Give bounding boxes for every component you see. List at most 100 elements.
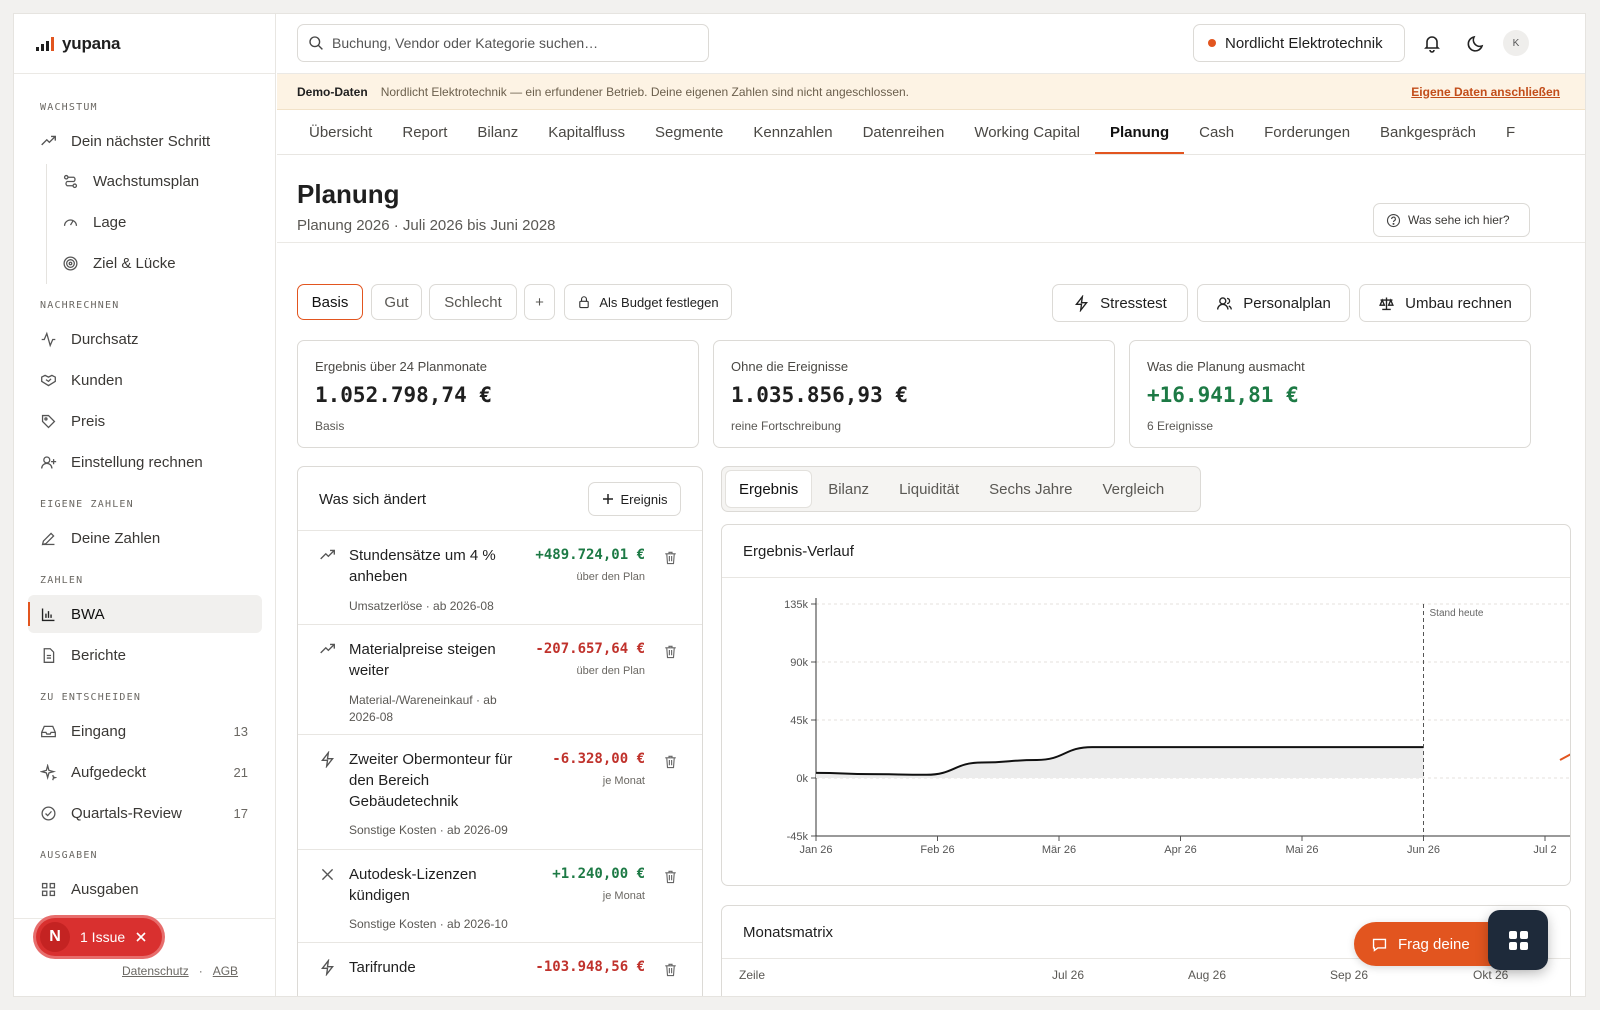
tab-forderungen[interactable]: Forderungen [1264,123,1351,141]
scenario-basis[interactable]: Basis [297,284,363,320]
chart-tab-vergleich[interactable]: Vergleich [1102,480,1165,498]
set-budget-button[interactable]: Als Budget festlegen [564,284,732,320]
sidebar-footer: Datenschutz · AGB N 1 Issue [14,918,276,996]
tab-datenreihen[interactable]: Datenreihen [862,123,945,141]
tab-working-capital[interactable]: Working Capital [974,123,1080,141]
sidebar: yupana WACHSTUM Dein nächster Schritt Wa… [14,14,276,996]
footer-link-agb[interactable]: AGB [212,964,239,978]
kpi-card-total: Ergebnis über 24 Planmonate 1.052.798,74… [297,340,699,448]
company-name: Nordlicht Elektrotechnik [1225,34,1383,52]
personalplan-button[interactable]: Personalplan [1197,284,1350,322]
add-event-button[interactable]: Ereignis [588,482,681,516]
tab-bankgespraech[interactable]: Bankgespräch [1380,123,1476,141]
sidebar-item-durchsatz[interactable]: Durchsatz [28,320,262,358]
close-icon[interactable] [135,931,147,943]
eingang-count: 13 [233,723,248,739]
sidebar-item-bwa[interactable]: BWA [28,595,262,633]
app-name: yupana [62,33,121,53]
trend-up-icon [320,549,335,560]
umbau-button[interactable]: Umbau rechnen [1359,284,1531,322]
sidebar-item-lage[interactable]: Lage [50,203,262,241]
chart-tab-liquiditaet[interactable]: Liquidität [899,480,960,498]
event-item[interactable]: Materialpreise steigen weiter Material-/… [298,625,702,735]
tab-cash[interactable]: Cash [1199,123,1235,141]
section-label-zu-entscheiden: ZU ENTSCHEIDEN [40,692,142,703]
quartals-count: 17 [233,805,248,821]
event-item[interactable]: Autodesk-Lizenzen kündigen Sonstige Kost… [298,850,702,943]
inbox-icon [41,725,56,737]
sidebar-item-aufgedeckt[interactable]: Aufgedeckt 21 [28,753,262,791]
x-tick-label: Jan 26 [799,844,832,856]
bell-icon[interactable] [1422,33,1442,53]
apps-grid-icon [1508,930,1528,950]
help-circle-icon [1386,213,1401,227]
tab-bilanz[interactable]: Bilanz [477,123,519,141]
search-input[interactable] [332,35,692,51]
matrix-column-header: Okt 26 [1473,968,1509,982]
add-event-label: Ereignis [620,491,668,507]
y-tick-label: 135k [784,599,808,611]
trash-icon[interactable] [663,644,678,659]
x-tick-label: Jul 2 [1533,844,1556,856]
chart-tab-ergebnis[interactable]: Ergebnis [726,471,812,507]
event-item[interactable]: Stundensätze um 4 % anheben Umsatzerlöse… [298,531,702,625]
sidebar-item-growth-plan[interactable]: Wachstumsplan [50,162,262,200]
sidebar-item-preis[interactable]: Preis [28,402,262,440]
tab-kapitalfluss[interactable]: Kapitalfluss [548,123,625,141]
event-item[interactable]: Tarifrunde -103.948,56 € [298,943,702,996]
sidebar-item-next-step[interactable]: Dein nächster Schritt [28,122,262,160]
sidebar-item-deine-zahlen[interactable]: Deine Zahlen [28,519,262,557]
sidebar-item-berichte[interactable]: Berichte [28,636,262,674]
tab-segmente[interactable]: Segmente [654,123,724,141]
connect-data-link[interactable]: Eigene Daten anschließen [1411,84,1560,99]
section-label-zahlen: ZAHLEN [40,575,84,586]
kpi-note: Basis [315,419,345,433]
search-box[interactable] [297,24,709,62]
tab-overflow[interactable]: F [1505,123,1516,141]
y-tick-label: 45k [790,715,808,727]
scenario-gut[interactable]: Gut [371,284,422,320]
tab-uebersicht[interactable]: Übersicht [309,123,373,141]
demo-banner: Demo-Daten Nordlicht Elektrotechnik — ei… [277,74,1585,110]
tab-kennzahlen[interactable]: Kennzahlen [753,123,833,141]
stresstest-button[interactable]: Stresstest [1052,284,1188,322]
avatar[interactable]: K [1503,30,1529,56]
event-amount: +1.240,00 € [552,866,645,882]
tab-planung[interactable]: Planung [1094,110,1185,154]
scenario-schlecht[interactable]: Schlecht [429,284,517,320]
sidebar-item-kunden[interactable]: Kunden [28,361,262,399]
sidebar-item-ziel[interactable]: Ziel & Lücke [50,244,262,282]
logo-bars-icon [36,36,54,51]
chart-tab-sechs-jahre[interactable]: Sechs Jahre [989,480,1073,498]
trash-icon[interactable] [663,962,678,977]
trash-icon[interactable] [663,754,678,769]
trash-icon[interactable] [663,550,678,565]
add-scenario-button[interactable]: + [524,284,555,320]
gauge-icon [63,218,78,226]
matrix-title: Monatsmatrix [743,924,834,941]
help-button[interactable]: Was sehe ich hier? [1373,203,1530,237]
scenario-toolbar: Basis Gut Schlecht + Als Budget festlege… [297,284,1565,322]
event-meta: Sonstige Kosten · ab 2026-09 [349,823,508,837]
chart-tab-bilanz[interactable]: Bilanz [828,480,870,498]
app-window: yupana WACHSTUM Dein nächster Schritt Wa… [13,13,1586,997]
issue-badge[interactable]: N 1 Issue [36,918,162,956]
sidebar-item-ausgaben[interactable]: Ausgaben [28,870,262,908]
kpi-note: 6 Ereignisse [1147,419,1214,433]
banner-text: Nordlicht Elektrotechnik — ein erfundene… [380,84,909,99]
logo[interactable]: yupana [14,14,275,74]
kpi-card-without-events: Ohne die Ereignisse 1.035.856,93 € reine… [713,340,1115,448]
sidebar-item-quartals-review[interactable]: Quartals-Review 17 [28,794,262,832]
sidebar-item-einstellung[interactable]: Einstellung rechnen [28,443,262,481]
apps-launcher-button[interactable] [1488,910,1548,970]
x-tick-label: Feb 26 [920,844,954,856]
event-item[interactable]: Zweiter Obermonteur für den Bereich Gebä… [298,735,702,850]
trash-icon[interactable] [663,869,678,884]
footer-link-datenschutz[interactable]: Datenschutz [122,964,189,978]
company-switcher[interactable]: Nordlicht Elektrotechnik [1193,24,1405,62]
chat-icon [1372,938,1387,952]
sidebar-item-eingang[interactable]: Eingang 13 [28,712,262,750]
tab-report[interactable]: Report [402,123,448,141]
moon-icon[interactable] [1467,33,1487,53]
